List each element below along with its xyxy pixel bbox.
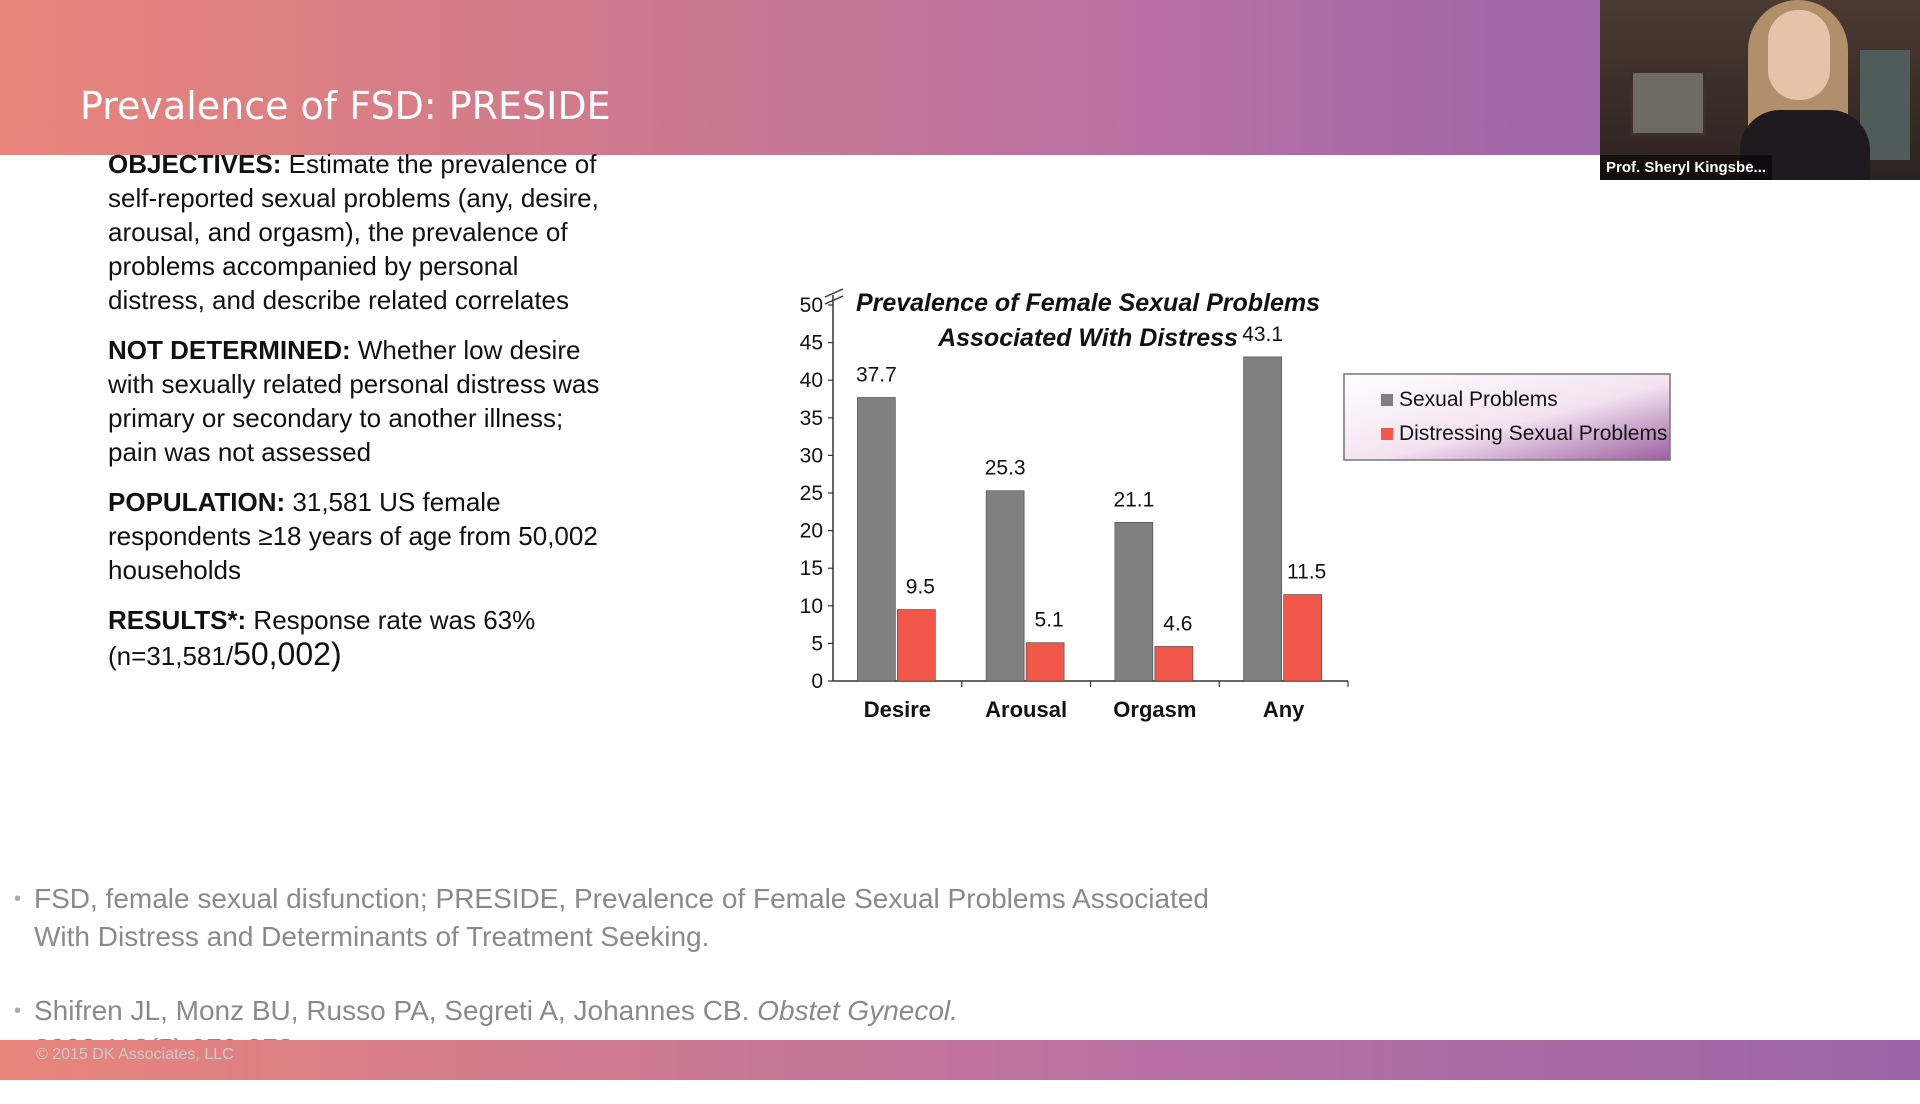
axis-break-mark bbox=[824, 288, 844, 298]
y-tick-label: 15 bbox=[800, 557, 823, 580]
bar-sexual-problems bbox=[857, 397, 896, 682]
y-tick-label: 0 bbox=[811, 670, 823, 693]
objectives-paragraph: OBJECTIVES: Estimate the prevalence of s… bbox=[108, 147, 608, 317]
x-category-label: Orgasm bbox=[1113, 697, 1196, 722]
chart-title-line2: Associated With Distress bbox=[937, 324, 1238, 352]
chart-legend: Sexual Problems Distressing Sexual Probl… bbox=[1343, 373, 1671, 461]
participant-name: Prof. Sheryl Kingsbe... bbox=[1600, 155, 1773, 180]
objectives-label: OBJECTIVES: bbox=[108, 149, 282, 179]
y-tick-label: 40 bbox=[800, 369, 823, 392]
not-determined-text: Whether low desire with sexually related… bbox=[108, 335, 600, 467]
bar-distressing bbox=[897, 609, 936, 682]
results-paragraph: RESULTS*: Response rate was 63% (n=31,58… bbox=[108, 603, 608, 673]
chart-title-line1: Prevalence of Female Sexual Problems bbox=[856, 289, 1320, 317]
bar-value-label: 9.5 bbox=[906, 576, 935, 599]
objectives-text: Estimate the prevalence of self-reported… bbox=[108, 149, 599, 315]
y-tick-label: 50 bbox=[800, 294, 823, 317]
not-determined-paragraph: NOT DETERMINED: Whether low desire with … bbox=[108, 333, 608, 469]
bar-value-label: 4.6 bbox=[1163, 612, 1192, 635]
y-tick-label: 30 bbox=[800, 444, 823, 467]
legend-swatch-distressing bbox=[1381, 428, 1393, 440]
legend-label-sexual-problems: Sexual Problems bbox=[1399, 388, 1558, 411]
bar-value-label: 21.1 bbox=[1113, 488, 1154, 511]
prevalence-chart: 0 5 10 15 20 25 30 35 40 45 50 Desire 37.7 9.5 Arousa… bbox=[800, 288, 1671, 722]
bar-sexual-problems bbox=[985, 490, 1025, 682]
y-tick-label: 20 bbox=[800, 520, 823, 543]
results-label: RESULTS*: bbox=[108, 605, 247, 635]
slide-title: Prevalence of FSD: PRESIDE bbox=[80, 84, 611, 128]
bullet-icon: • bbox=[14, 1000, 22, 1022]
results-n-big: 50,002) bbox=[233, 636, 342, 672]
population-text: 31,581 US female respondents ≥18 years o… bbox=[108, 487, 598, 585]
participant-face bbox=[1768, 10, 1830, 100]
footnote2-authors: Shifren JL, Monz BU, Russo PA, Segreti A… bbox=[34, 995, 758, 1026]
bar-sexual-problems bbox=[1243, 356, 1282, 682]
legend-swatch-sexual-problems bbox=[1381, 394, 1393, 406]
population-label: POPULATION: bbox=[108, 487, 286, 517]
bar-sexual-problems bbox=[1114, 522, 1154, 682]
bar-distressing bbox=[1025, 642, 1065, 682]
axis-break-mark bbox=[824, 295, 844, 305]
x-category-label: Arousal bbox=[985, 697, 1067, 722]
slide-corner bbox=[1720, 960, 1920, 1050]
not-determined-label: NOT DETERMINED: bbox=[108, 335, 351, 365]
bar-distressing bbox=[1154, 646, 1194, 682]
bottom-band bbox=[0, 1040, 1920, 1080]
y-tick-label: 45 bbox=[800, 332, 823, 355]
bar-value-label: 43.1 bbox=[1242, 323, 1283, 346]
legend-label-distressing: Distressing Sexual Problems bbox=[1399, 422, 1667, 445]
population-paragraph: POPULATION: 31,581 US female respondents… bbox=[108, 485, 608, 587]
bar-value-label: 37.7 bbox=[856, 363, 897, 386]
participant-video-tile[interactable]: Prof. Sheryl Kingsbe... bbox=[1600, 0, 1920, 180]
y-tick-label: 25 bbox=[800, 482, 823, 505]
footnote2-journal: Obstet Gynecol. bbox=[757, 995, 958, 1026]
objectives-panel: OBJECTIVES: Estimate the prevalence of s… bbox=[108, 147, 608, 689]
bar-distressing bbox=[1283, 594, 1322, 682]
results-text: Response rate was 63% bbox=[246, 605, 536, 635]
bar-value-label: 25.3 bbox=[985, 457, 1026, 480]
bar-value-label: 11.5 bbox=[1287, 561, 1326, 584]
footnote-abbreviations: • FSD, female sexual disfunction; PRESID… bbox=[14, 880, 1264, 956]
wall-picture bbox=[1630, 70, 1706, 136]
x-category-label: Desire bbox=[864, 697, 931, 722]
footnote1-text: FSD, female sexual disfunction; PRESIDE,… bbox=[34, 883, 1209, 952]
copyright-text: © 2015 DK Associates, LLC bbox=[36, 1046, 234, 1063]
y-tick-label: 35 bbox=[800, 407, 823, 430]
y-tick-label: 10 bbox=[800, 595, 823, 618]
bullet-icon: • bbox=[14, 888, 22, 910]
x-category-label: Any bbox=[1263, 697, 1305, 722]
y-tick-label: 5 bbox=[811, 632, 823, 655]
results-n-prefix: (n=31,581/ bbox=[108, 641, 234, 671]
bar-value-label: 5.1 bbox=[1035, 609, 1064, 632]
